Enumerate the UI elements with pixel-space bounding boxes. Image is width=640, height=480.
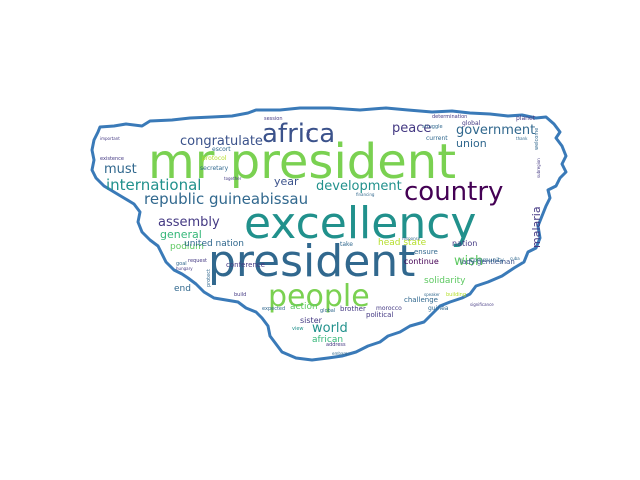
word-view: view	[292, 326, 304, 332]
word-protocol: protocol	[202, 155, 227, 162]
word-determination: determination	[432, 114, 467, 120]
word-financing: financing	[356, 192, 375, 197]
word-struggle: struggle	[422, 124, 443, 130]
word-speaker: speaker	[424, 292, 440, 297]
word-continue: continue	[404, 257, 439, 266]
word-hungary: hungary	[176, 266, 193, 271]
word-expected: expected	[262, 306, 285, 312]
word-secretary: secretary	[200, 165, 229, 172]
word-morocco: morocco	[376, 305, 402, 312]
word-embargo: embargo	[332, 351, 350, 356]
word-year: year	[274, 175, 299, 188]
word-request: request	[188, 258, 207, 264]
word-end: end	[174, 284, 191, 294]
word-malaria: malaria	[530, 206, 543, 248]
word-much: much	[306, 128, 311, 140]
word-government: government	[456, 123, 535, 138]
word-protect: protect	[206, 269, 212, 287]
word-building: building	[446, 292, 466, 298]
word-sister: sister	[300, 316, 323, 325]
word-cuba: cuba	[510, 256, 520, 261]
word-challenge: challenge	[404, 296, 438, 304]
word-peace: peace	[392, 121, 431, 136]
word-brother: brother	[340, 305, 366, 313]
word-general: general	[160, 228, 202, 241]
word-build: build	[234, 292, 246, 298]
word-head-state: head state	[378, 238, 427, 248]
word-session: session	[264, 116, 283, 122]
word-international: international	[106, 176, 201, 194]
word-must: must	[104, 162, 137, 177]
word-solidarity: solidarity	[424, 276, 466, 286]
word-people: people	[268, 279, 370, 314]
word-podium: podium	[170, 242, 204, 252]
word-congratulate: congratulate	[180, 134, 263, 149]
word-take: take	[340, 241, 353, 248]
word-wish: wish	[454, 254, 483, 269]
word-current: current	[426, 135, 448, 142]
word-important: important	[100, 136, 120, 141]
word-global: global	[320, 308, 335, 314]
word-subregion: subregion	[536, 158, 541, 178]
word-action: action	[290, 302, 318, 312]
word-existence: existence	[100, 156, 124, 162]
word-thank: thank	[516, 136, 528, 141]
cloud-outline-shape	[90, 106, 568, 362]
word-world: world	[312, 321, 348, 336]
word-address: address	[326, 342, 346, 348]
word-mr-president: mr president	[148, 134, 456, 190]
word-community: community	[470, 257, 504, 264]
word-response: response	[402, 236, 421, 241]
word-assembly: assembly	[158, 215, 220, 230]
word-goal: goal	[176, 261, 187, 267]
word-nation: nation	[452, 239, 477, 248]
word-african: african	[312, 335, 343, 345]
word-global: global	[462, 120, 481, 127]
word-lady-gentleman: lady gentleman	[460, 258, 515, 266]
word-republic-guineabissau: republic guineabissau	[144, 190, 308, 208]
word-escort: escort	[212, 146, 231, 153]
word-development: development	[316, 179, 402, 194]
word-conference: conference	[226, 261, 265, 269]
word-planet: planet	[516, 115, 536, 122]
word-ensure: ensure	[414, 248, 438, 256]
word-political: political	[366, 311, 393, 319]
word-significance: significance	[470, 302, 494, 307]
word-together: together	[224, 176, 242, 181]
word-union: union	[456, 137, 487, 150]
word-president: president	[208, 236, 415, 287]
word-excellency: excellency	[244, 198, 476, 249]
word-africa: africa	[262, 119, 335, 149]
word-welcome: welcome	[534, 128, 540, 150]
word-guinea: guinea	[428, 305, 449, 312]
word-country: country	[404, 177, 503, 207]
word-united-nation: united nation	[184, 239, 244, 249]
